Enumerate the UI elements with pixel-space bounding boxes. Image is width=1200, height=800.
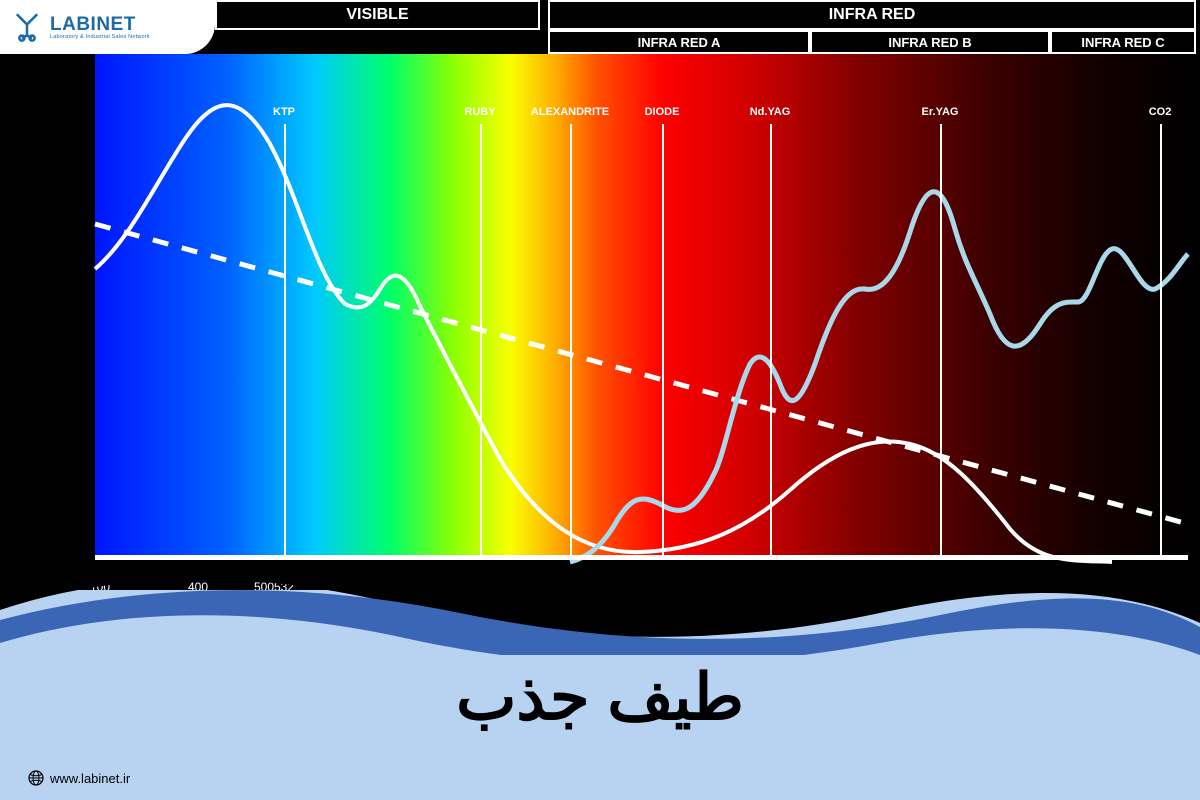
laser-label: DIODE [645,106,680,118]
laser-label: Nd.YAG [750,106,791,118]
laser-label: KTP [273,106,295,118]
laser-marker [662,124,664,560]
infrared-header: INFRA RED [548,0,1196,30]
laser-marker [480,124,482,560]
globe-icon [28,770,44,786]
absorption-chart: KTP RUBY ALEXANDRITE DIODE Nd.YAG Er.YAG CO2 [0,54,1200,580]
laser-marker [1160,124,1162,560]
laser-label: RUBY [464,106,495,118]
laser-label: CO2 [1149,106,1172,118]
brand-name: LABINET [50,14,150,36]
laser-marker [940,124,942,560]
laser-marker [570,124,572,560]
laser-label: Er.YAG [922,106,959,118]
footer: www.labinet.ir [28,770,130,786]
brand-tagline: Laboratory & Industrial Sales Network [50,34,150,40]
visible-header: VISIBLE [215,0,540,30]
labinet-logo-icon [10,10,44,44]
laser-marker [284,124,286,560]
laser-marker [770,124,772,560]
brand-logo: LABINET Laboratory & Industrial Sales Ne… [0,0,215,54]
ir-c-header: INFRA RED C [1050,30,1196,54]
wave-decoration [0,565,1200,655]
laser-label: ALEXANDRITE [531,106,609,118]
ir-b-header: INFRA RED B [810,30,1050,54]
chart-title: طیف جذب [0,660,1200,735]
spectrum-svg [0,54,1200,580]
ir-a-header: INFRA RED A [548,30,810,54]
footer-url: www.labinet.ir [50,771,130,786]
x-axis [95,555,1188,560]
